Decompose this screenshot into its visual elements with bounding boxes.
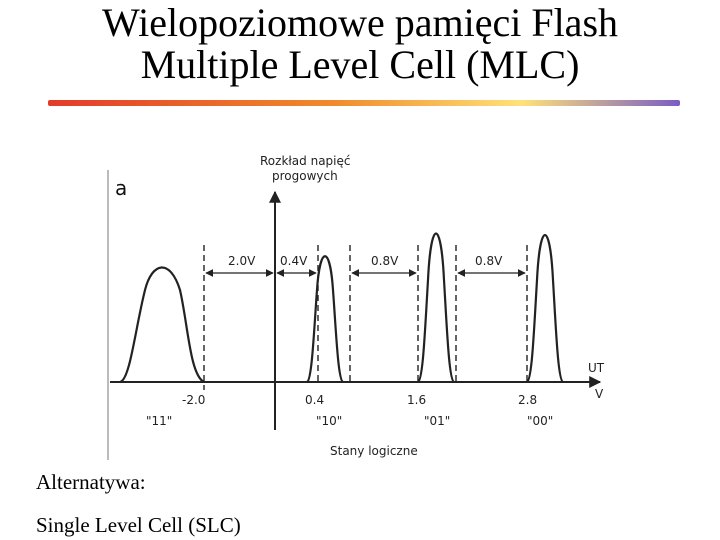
y-axis-label-line-2: progowych bbox=[272, 169, 338, 183]
x-axis-unit-bottom: V bbox=[595, 387, 604, 401]
state-label-01: "01" bbox=[424, 414, 450, 428]
threshold-voltage-diagram: a Rozkład napięć progowych UT V 2.0V 0.4… bbox=[100, 130, 640, 465]
tick-label-2-8: 2.8 bbox=[518, 393, 537, 407]
state-label-10: "10" bbox=[316, 414, 342, 428]
distribution-peak-00 bbox=[526, 233, 564, 384]
distribution-peak-10 bbox=[306, 255, 344, 384]
tick-label-1-6: 1.6 bbox=[407, 393, 426, 407]
gap-label-1: 2.0V bbox=[228, 254, 256, 268]
state-label-00: "00" bbox=[527, 414, 553, 428]
title-line-2: Multiple Level Cell (MLC) bbox=[140, 42, 580, 87]
distribution-peak-11 bbox=[119, 266, 205, 384]
x-axis-title: Stany logiczne bbox=[330, 444, 418, 458]
gap-label-4: 0.8V bbox=[475, 254, 503, 268]
caption-slc: Single Level Cell (SLC) bbox=[36, 513, 241, 537]
state-label-11: "11" bbox=[146, 414, 172, 428]
panel-letter: a bbox=[115, 176, 127, 200]
diagram-svg: a Rozkład napięć progowych UT V 2.0V 0.4… bbox=[107, 154, 605, 460]
tick-label-minus-2-0: -2.0 bbox=[182, 393, 205, 407]
y-axis-label-line-1: Rozkład napięć bbox=[260, 154, 350, 168]
gap-label-3: 0.8V bbox=[371, 254, 399, 268]
title-underline bbox=[48, 100, 680, 106]
x-axis-unit-top: UT bbox=[588, 361, 605, 375]
slide-title: Wielopoziomowe pamięci Flash Multiple Le… bbox=[0, 2, 720, 86]
title-line-1: Wielopoziomowe pamięci Flash bbox=[101, 0, 619, 45]
distribution-peak-01 bbox=[417, 232, 455, 384]
gap-label-2: 0.4V bbox=[280, 254, 308, 268]
tick-label-0-4: 0.4 bbox=[305, 393, 324, 407]
caption-alternative: Alternatywa: bbox=[36, 470, 146, 494]
